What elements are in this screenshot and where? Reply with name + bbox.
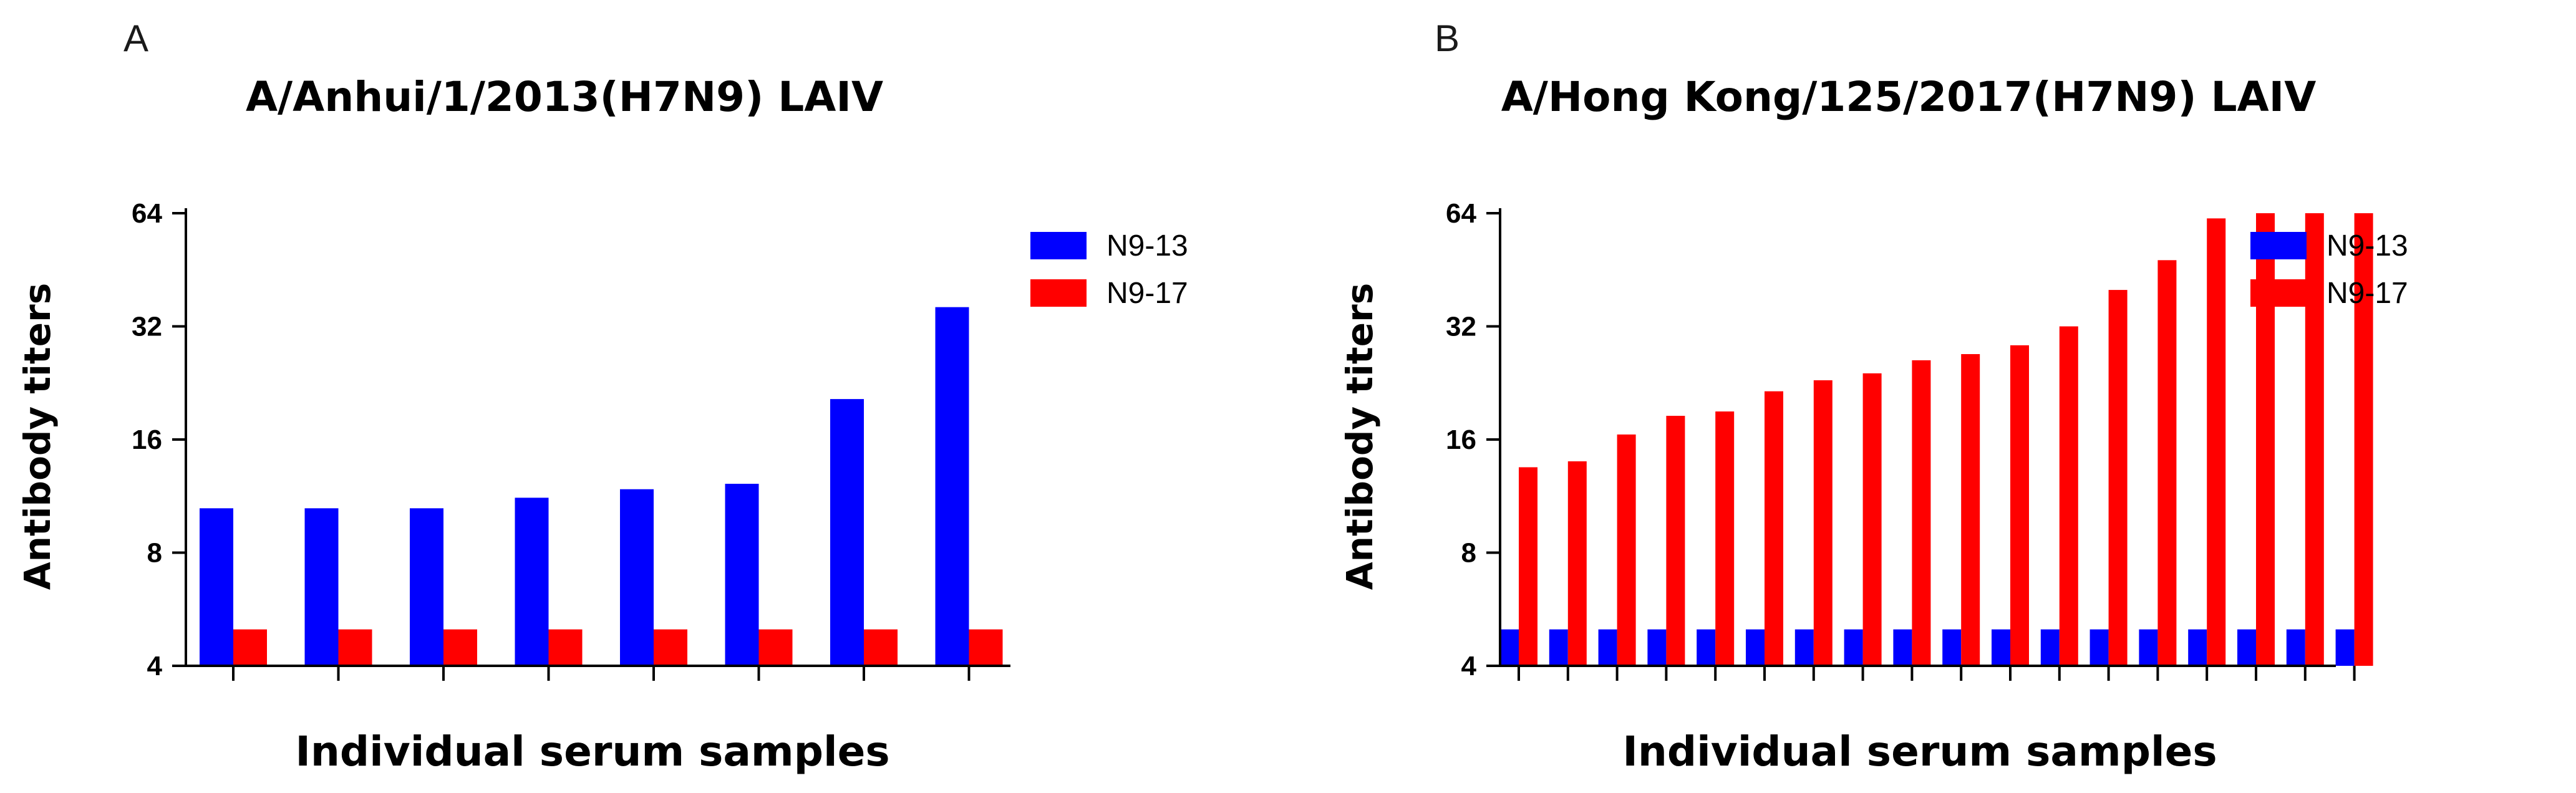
bar-n9-13-2	[304, 508, 339, 666]
bar-n9-17-2	[1567, 461, 1587, 666]
bar-n9-17-14	[2157, 260, 2177, 666]
legend-swatch-n9-13	[2250, 232, 2307, 259]
bar-n9-17-11	[2010, 345, 2029, 666]
bar-n9-17-8	[969, 629, 1003, 666]
bar-n9-13-17	[2286, 629, 2305, 666]
bar-n9-17-9	[1912, 360, 1931, 666]
bar-n9-13-16	[2237, 629, 2256, 666]
legend-swatch-n9-13	[1030, 232, 1087, 259]
bar-n9-13-4	[515, 497, 549, 666]
bar-n9-17-3	[443, 629, 477, 666]
bar-n9-13-15	[2188, 629, 2207, 666]
bar-n9-17-15	[2207, 218, 2226, 666]
bar-n9-13-10	[1942, 629, 1962, 666]
bar-n9-17-13	[2108, 290, 2128, 666]
legend-a: N9-13 N9-17	[1030, 229, 1188, 310]
bar-n9-17-8	[1862, 373, 1882, 666]
y-tick-label-32: 32	[1446, 312, 1476, 342]
bar-n9-13-3	[410, 508, 443, 666]
panel-letter-b: B	[1435, 17, 1460, 59]
bar-n9-13-12	[2040, 629, 2060, 666]
bar-n9-13-5	[1697, 629, 1716, 666]
bar-n9-17-1	[1519, 467, 1537, 666]
bar-n9-17-17	[2305, 213, 2324, 666]
y-tick-label-64: 64	[132, 198, 162, 229]
panel-letter-a: A	[123, 17, 148, 59]
bar-n9-13-5	[620, 489, 654, 666]
bar-n9-13-8	[1844, 629, 1863, 666]
plot-area-a: 4 8 16 32 64	[132, 198, 1010, 681]
bar-n9-13-9	[1893, 629, 1912, 666]
legend-b: N9-13 N9-17	[2250, 229, 2408, 310]
bar-n9-17-7	[864, 629, 898, 666]
bar-n9-17-6	[758, 629, 793, 666]
bar-n9-13-8	[935, 307, 969, 666]
bar-n9-13-7	[830, 399, 864, 666]
y-tick-label-16: 16	[132, 425, 162, 455]
bar-n9-13-11	[1992, 629, 2010, 666]
bar-n9-13-3	[1598, 629, 1617, 666]
bar-n9-13-1	[1500, 629, 1519, 666]
bar-n9-17-1	[233, 629, 267, 666]
bar-n9-17-5	[654, 629, 687, 666]
bar-n9-13-6	[725, 484, 759, 666]
chart-panel-a: A A/Anhui/1/2013(H7N9) LAIV Antibody tit…	[16, 17, 1188, 776]
bar-n9-17-3	[1617, 434, 1636, 666]
y-tick-label-4: 4	[147, 651, 163, 681]
legend-label-n9-17: N9-17	[2327, 277, 2408, 310]
y-axis-label-b: Antibody titers	[1339, 283, 1381, 590]
bar-n9-17-6	[1765, 391, 1783, 666]
bar-n9-17-4	[1666, 415, 1685, 666]
bar-n9-13-2	[1549, 629, 1568, 666]
chart-title-b: A/Hong Kong/125/2017(H7N9) LAIV	[1501, 73, 2317, 121]
bar-n9-13-6	[1746, 629, 1765, 666]
legend-label-n9-17: N9-17	[1106, 277, 1188, 310]
bar-n9-13-13	[2089, 629, 2109, 666]
legend-label-n9-13: N9-13	[2327, 229, 2408, 262]
legend-swatch-n9-17	[2250, 279, 2307, 307]
chart-panel-b: B A/Hong Kong/125/2017(H7N9) LAIV Antibo…	[1339, 17, 2408, 776]
y-tick-label-4: 4	[1461, 651, 1477, 681]
bar-n9-17-10	[1961, 353, 1980, 666]
y-tick-label-8: 8	[1461, 538, 1476, 569]
y-tick-label-32: 32	[132, 312, 162, 342]
legend-swatch-n9-17	[1030, 279, 1087, 307]
x-axis-label-b: Individual serum samples	[1622, 728, 2217, 776]
plot-area-b: 4 8 16 32 64	[1446, 198, 2373, 681]
bar-n9-17-12	[2059, 326, 2078, 666]
chart-title-a: A/Anhui/1/2013(H7N9) LAIV	[246, 73, 883, 121]
bar-n9-13-1	[200, 508, 233, 666]
bar-n9-13-14	[2139, 629, 2158, 666]
bar-n9-17-18	[2354, 213, 2373, 666]
legend-label-n9-13: N9-13	[1106, 229, 1188, 262]
bar-n9-17-7	[1813, 380, 1833, 666]
y-tick-label-16: 16	[1446, 425, 1476, 455]
y-axis-label-a: Antibody titers	[16, 283, 59, 590]
bar-n9-13-18	[2335, 629, 2355, 666]
bar-n9-17-4	[548, 629, 583, 666]
bar-n9-13-7	[1794, 629, 1814, 666]
y-tick-label-64: 64	[1446, 198, 1476, 229]
bar-n9-17-2	[338, 629, 372, 666]
y-tick-label-8: 8	[147, 538, 162, 569]
x-axis-label-a: Individual serum samples	[295, 728, 889, 776]
bar-n9-13-4	[1647, 629, 1667, 666]
bar-n9-17-5	[1715, 411, 1735, 666]
